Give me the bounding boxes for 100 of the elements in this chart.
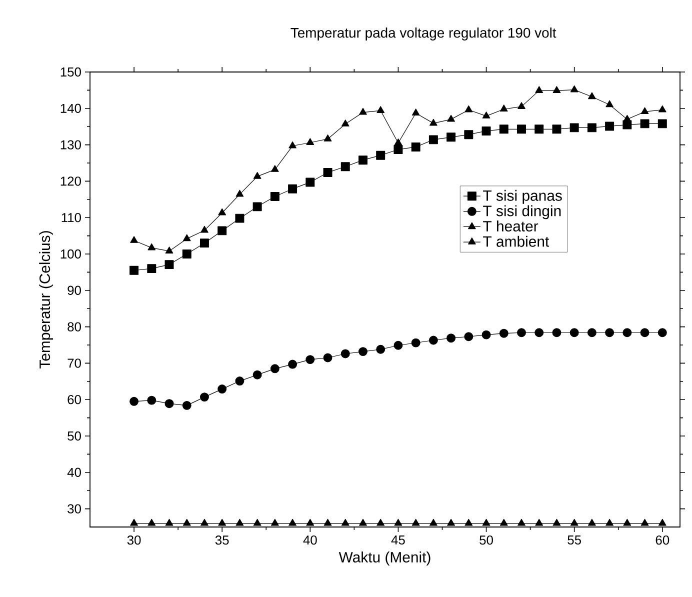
point xyxy=(430,518,438,526)
point xyxy=(605,328,614,338)
point xyxy=(658,518,666,526)
point xyxy=(130,396,139,406)
point xyxy=(535,86,544,93)
x-tick-label: 50 xyxy=(480,536,493,545)
point xyxy=(552,328,562,338)
point xyxy=(534,328,544,338)
point xyxy=(200,238,209,248)
point xyxy=(446,132,456,142)
x-tick-label: 45 xyxy=(391,536,405,545)
point xyxy=(236,518,244,526)
y-tick-label: 90 xyxy=(68,286,81,295)
y-tick-label: 50 xyxy=(68,431,81,441)
point xyxy=(446,334,456,343)
point xyxy=(658,105,666,112)
y-tick-label: 140 xyxy=(60,104,81,113)
point xyxy=(218,208,226,216)
point xyxy=(324,134,332,142)
point xyxy=(394,340,403,350)
point xyxy=(376,150,386,160)
x-tick-label: 35 xyxy=(215,536,229,545)
legend-label: T heater xyxy=(483,220,538,232)
point xyxy=(288,518,296,526)
point xyxy=(447,114,455,122)
point xyxy=(640,518,649,526)
point xyxy=(200,518,208,526)
legend-label: T sisi dingin xyxy=(483,205,561,220)
point xyxy=(218,226,227,236)
point xyxy=(552,124,562,134)
point xyxy=(271,165,279,172)
point xyxy=(148,243,156,250)
point xyxy=(306,355,315,364)
chart-title: Temperatur pada voltage regulator 190 volt xyxy=(290,27,556,40)
point xyxy=(606,100,614,108)
point xyxy=(535,518,544,526)
point xyxy=(182,400,192,410)
point xyxy=(358,347,368,356)
point xyxy=(306,178,315,187)
point xyxy=(376,344,386,354)
point xyxy=(288,360,298,369)
point xyxy=(640,328,650,338)
point xyxy=(518,518,526,526)
point xyxy=(570,85,578,92)
point xyxy=(341,120,350,126)
point xyxy=(570,328,579,338)
point xyxy=(253,172,262,179)
point xyxy=(623,518,632,526)
point xyxy=(253,518,262,526)
point xyxy=(570,518,578,526)
point xyxy=(428,135,438,144)
point xyxy=(464,332,474,342)
point xyxy=(500,104,508,112)
point xyxy=(394,145,403,154)
point xyxy=(200,226,208,233)
point xyxy=(270,192,280,201)
point xyxy=(622,328,632,338)
point xyxy=(340,162,350,172)
point xyxy=(640,107,649,114)
point xyxy=(412,108,420,116)
point xyxy=(588,92,596,100)
point xyxy=(359,108,367,115)
point xyxy=(394,138,402,146)
point xyxy=(640,119,650,128)
point xyxy=(517,328,526,338)
point xyxy=(552,86,561,93)
point xyxy=(482,112,490,118)
point xyxy=(130,518,138,526)
y-tick-label: 110 xyxy=(62,213,81,222)
point xyxy=(464,518,473,526)
point xyxy=(394,518,402,526)
y-axis-title: Temperatur (Celcius) xyxy=(39,231,54,369)
point xyxy=(200,392,209,402)
point xyxy=(252,370,262,380)
x-tick-label: 30 xyxy=(127,536,141,545)
point xyxy=(482,330,491,340)
point xyxy=(147,396,156,405)
point xyxy=(182,518,191,526)
point xyxy=(218,518,226,526)
x-axis-title: Waktu (Menit) xyxy=(338,552,430,566)
legend-label: T ambient xyxy=(483,236,550,247)
y-tick-label: 150 xyxy=(60,67,81,77)
point xyxy=(447,518,455,526)
point xyxy=(148,518,156,526)
point xyxy=(271,518,279,526)
point xyxy=(587,123,596,132)
point xyxy=(182,250,192,258)
point xyxy=(165,518,174,526)
point xyxy=(499,124,508,134)
point xyxy=(306,138,314,146)
point xyxy=(482,126,491,136)
x-tick-label: 60 xyxy=(656,536,670,545)
x-tick-label: 40 xyxy=(303,536,317,545)
y-tick-label: 30 xyxy=(68,504,81,514)
point xyxy=(658,119,667,128)
y-tick-label: 80 xyxy=(68,322,81,332)
point xyxy=(570,123,579,132)
point xyxy=(340,349,350,358)
x-tick-label: 55 xyxy=(568,536,581,545)
point xyxy=(534,124,544,134)
